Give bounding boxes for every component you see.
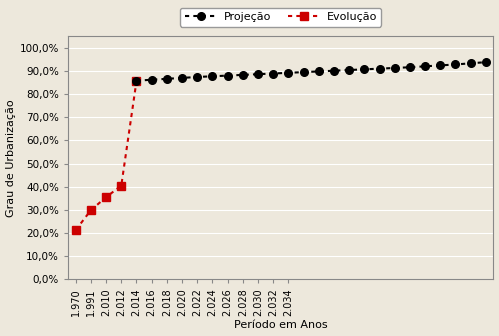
Evolução — [103, 195, 109, 199]
Line: Evolução: Evolução — [72, 77, 140, 234]
Y-axis label: Grau de Urbanização: Grau de Urbanização — [5, 99, 15, 217]
Projeção — [468, 61, 474, 65]
Projeção — [270, 72, 276, 76]
Projeção — [194, 75, 200, 79]
Evolução — [73, 228, 79, 232]
Projeção — [316, 70, 322, 74]
Projeção — [407, 65, 413, 69]
Projeção — [422, 64, 428, 68]
Projeção — [453, 62, 459, 67]
Legend: Projeção, Evolução: Projeção, Evolução — [180, 8, 381, 27]
Projeção — [240, 73, 246, 77]
Projeção — [483, 60, 489, 64]
Projeção — [134, 79, 140, 83]
Projeção — [331, 69, 337, 73]
Projeção — [164, 77, 170, 81]
Projeção — [225, 74, 231, 78]
Projeção — [285, 71, 291, 75]
Projeção — [377, 67, 383, 71]
Projeção — [346, 68, 352, 72]
Projeção — [300, 70, 306, 74]
Projeção — [361, 67, 367, 71]
Evolução — [134, 79, 140, 83]
Projeção — [179, 76, 185, 80]
Evolução — [118, 183, 124, 187]
Evolução — [88, 208, 94, 212]
Projeção — [392, 66, 398, 70]
Line: Projeção: Projeção — [133, 58, 490, 84]
Projeção — [255, 72, 261, 76]
Projeção — [437, 64, 443, 68]
X-axis label: Período em Anos: Período em Anos — [234, 321, 328, 330]
Projeção — [210, 74, 216, 78]
Projeção — [149, 78, 155, 82]
